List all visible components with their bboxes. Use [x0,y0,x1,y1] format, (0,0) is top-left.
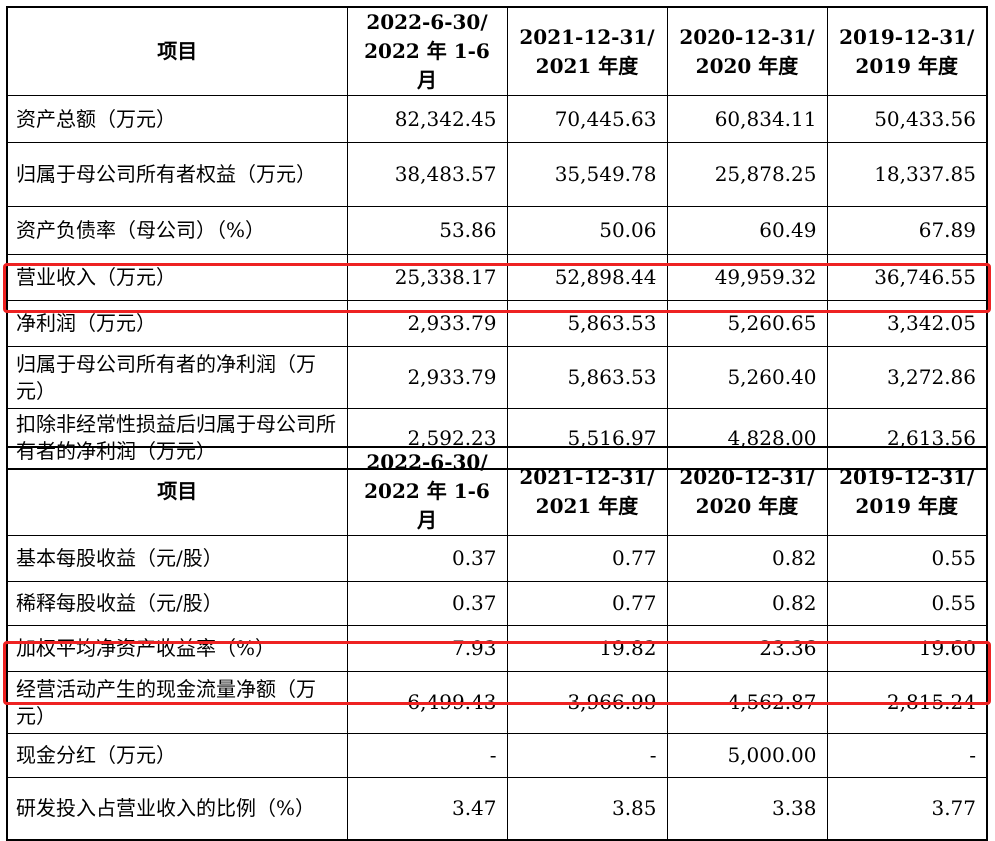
cell-value: 18,337.85 [826,142,988,207]
cell-value: 3.77 [826,777,988,840]
row-label: 资产负债率（母公司）（%） [6,206,348,255]
table-row: 资产总额（万元） 82,342.45 70,445.63 60,834.11 5… [6,95,988,143]
table-row: 加权平均净资产收益率（%） 7.93 19.82 23.36 19.60 [6,625,988,672]
row-label: 现金分红（万元） [6,733,348,778]
header-item: 项目 [6,446,348,536]
cell-value: 50.06 [506,206,668,255]
table-row-highlighted: 净利润（万元） 2,933.79 5,863.53 5,260.65 3,342… [6,300,988,347]
cell-value: 36,746.55 [826,254,988,301]
row-label: 经营活动产生的现金流量净额（万元） [6,671,348,734]
cell-value: 25,878.25 [666,142,828,207]
cell-value: 82,342.45 [346,95,508,143]
header-period-2022h1: 2022-6-30/ 2022 年 1-6 月 [346,446,508,536]
cell-value: 60,834.11 [666,95,828,143]
cell-value: 60.49 [666,206,828,255]
table-row-highlighted: 经营活动产生的现金流量净额（万元） -6,499.43 3,966.99 4,5… [6,671,988,734]
cell-value: 35,549.78 [506,142,668,207]
header-item: 项目 [6,6,348,96]
cell-value: 0.77 [506,535,668,582]
cell-value: 2,933.79 [346,346,508,409]
header-period-2019: 2019-12-31/ 2019 年度 [826,446,988,536]
row-label: 加权平均净资产收益率（%） [6,625,348,672]
cell-value: 5,863.53 [506,346,668,409]
header-period-2021: 2021-12-31/ 2021 年度 [506,6,668,96]
cell-value: 2,933.79 [346,300,508,347]
cell-value: 0.77 [506,581,668,626]
table-row: 研发投入占营业收入的比例（%） 3.47 3.85 3.38 3.77 [6,777,988,840]
cell-value: 4,562.87 [666,671,828,734]
cell-value: - [826,733,988,778]
cell-value: 19.60 [826,625,988,672]
row-label: 净利润（万元） [6,300,348,347]
cell-value: 0.82 [666,535,828,582]
cell-value: 3.85 [506,777,668,840]
table-row: 资产负债率（母公司）（%） 53.86 50.06 60.49 67.89 [6,206,988,255]
cell-value: 5,000.00 [666,733,828,778]
table-row: 营业收入（万元） 25,338.17 52,898.44 49,959.32 3… [6,254,988,301]
table-row: 归属于母公司所有者权益（万元） 38,483.57 35,549.78 25,8… [6,142,988,207]
cell-value: 50,433.56 [826,95,988,143]
cell-value: 3,342.05 [826,300,988,347]
cell-value: 53.86 [346,206,508,255]
table-row: 稀释每股收益（元/股） 0.37 0.77 0.82 0.55 [6,581,988,626]
cell-value: 7.93 [346,625,508,672]
row-label: 归属于母公司所有者权益（万元） [6,142,348,207]
cell-value: 23.36 [666,625,828,672]
cell-value: 25,338.17 [346,254,508,301]
cell-value: 0.82 [666,581,828,626]
header-period-2021: 2021-12-31/ 2021 年度 [506,446,668,536]
cell-value: 0.37 [346,581,508,626]
row-label: 基本每股收益（元/股） [6,535,348,582]
cell-value: 3,272.86 [826,346,988,409]
table-row: 现金分红（万元） - - 5,000.00 - [6,733,988,778]
cell-value: 67.89 [826,206,988,255]
cell-value: -6,499.43 [346,671,508,734]
cell-value: 5,260.65 [666,300,828,347]
cell-value: 5,863.53 [506,300,668,347]
table-header-row: 项目 2022-6-30/ 2022 年 1-6 月 2021-12-31/ 2… [6,6,988,96]
cell-value: 0.55 [826,535,988,582]
cell-value: - [346,733,508,778]
header-period-2020: 2020-12-31/ 2020 年度 [666,6,828,96]
financial-table-1: 项目 2022-6-30/ 2022 年 1-6 月 2021-12-31/ 2… [6,6,988,470]
row-label: 资产总额（万元） [6,95,348,143]
cell-value: 70,445.63 [506,95,668,143]
cell-value: 52,898.44 [506,254,668,301]
cell-value: 3.47 [346,777,508,840]
cell-value: - [506,733,668,778]
row-label: 研发投入占营业收入的比例（%） [6,777,348,840]
table-header-row: 项目 2022-6-30/ 2022 年 1-6 月 2021-12-31/ 2… [6,446,988,536]
cell-value: 3,966.99 [506,671,668,734]
cell-value: 38,483.57 [346,142,508,207]
row-label: 营业收入（万元） [6,254,348,301]
row-label: 归属于母公司所有者的净利润（万元） [6,346,348,409]
cell-value: 0.55 [826,581,988,626]
financial-table-2: 项目 2022-6-30/ 2022 年 1-6 月 2021-12-31/ 2… [6,446,988,841]
header-period-2022h1: 2022-6-30/ 2022 年 1-6 月 [346,6,508,96]
row-label: 稀释每股收益（元/股） [6,581,348,626]
cell-value: 3.38 [666,777,828,840]
cell-value: 5,260.40 [666,346,828,409]
cell-value: 0.37 [346,535,508,582]
cell-value: -2,815.24 [826,671,988,734]
cell-value: 49,959.32 [666,254,828,301]
table-row: 归属于母公司所有者的净利润（万元） 2,933.79 5,863.53 5,26… [6,346,988,409]
header-period-2020: 2020-12-31/ 2020 年度 [666,446,828,536]
cell-value: 19.82 [506,625,668,672]
header-period-2019: 2019-12-31/ 2019 年度 [826,6,988,96]
table-row: 基本每股收益（元/股） 0.37 0.77 0.82 0.55 [6,535,988,582]
